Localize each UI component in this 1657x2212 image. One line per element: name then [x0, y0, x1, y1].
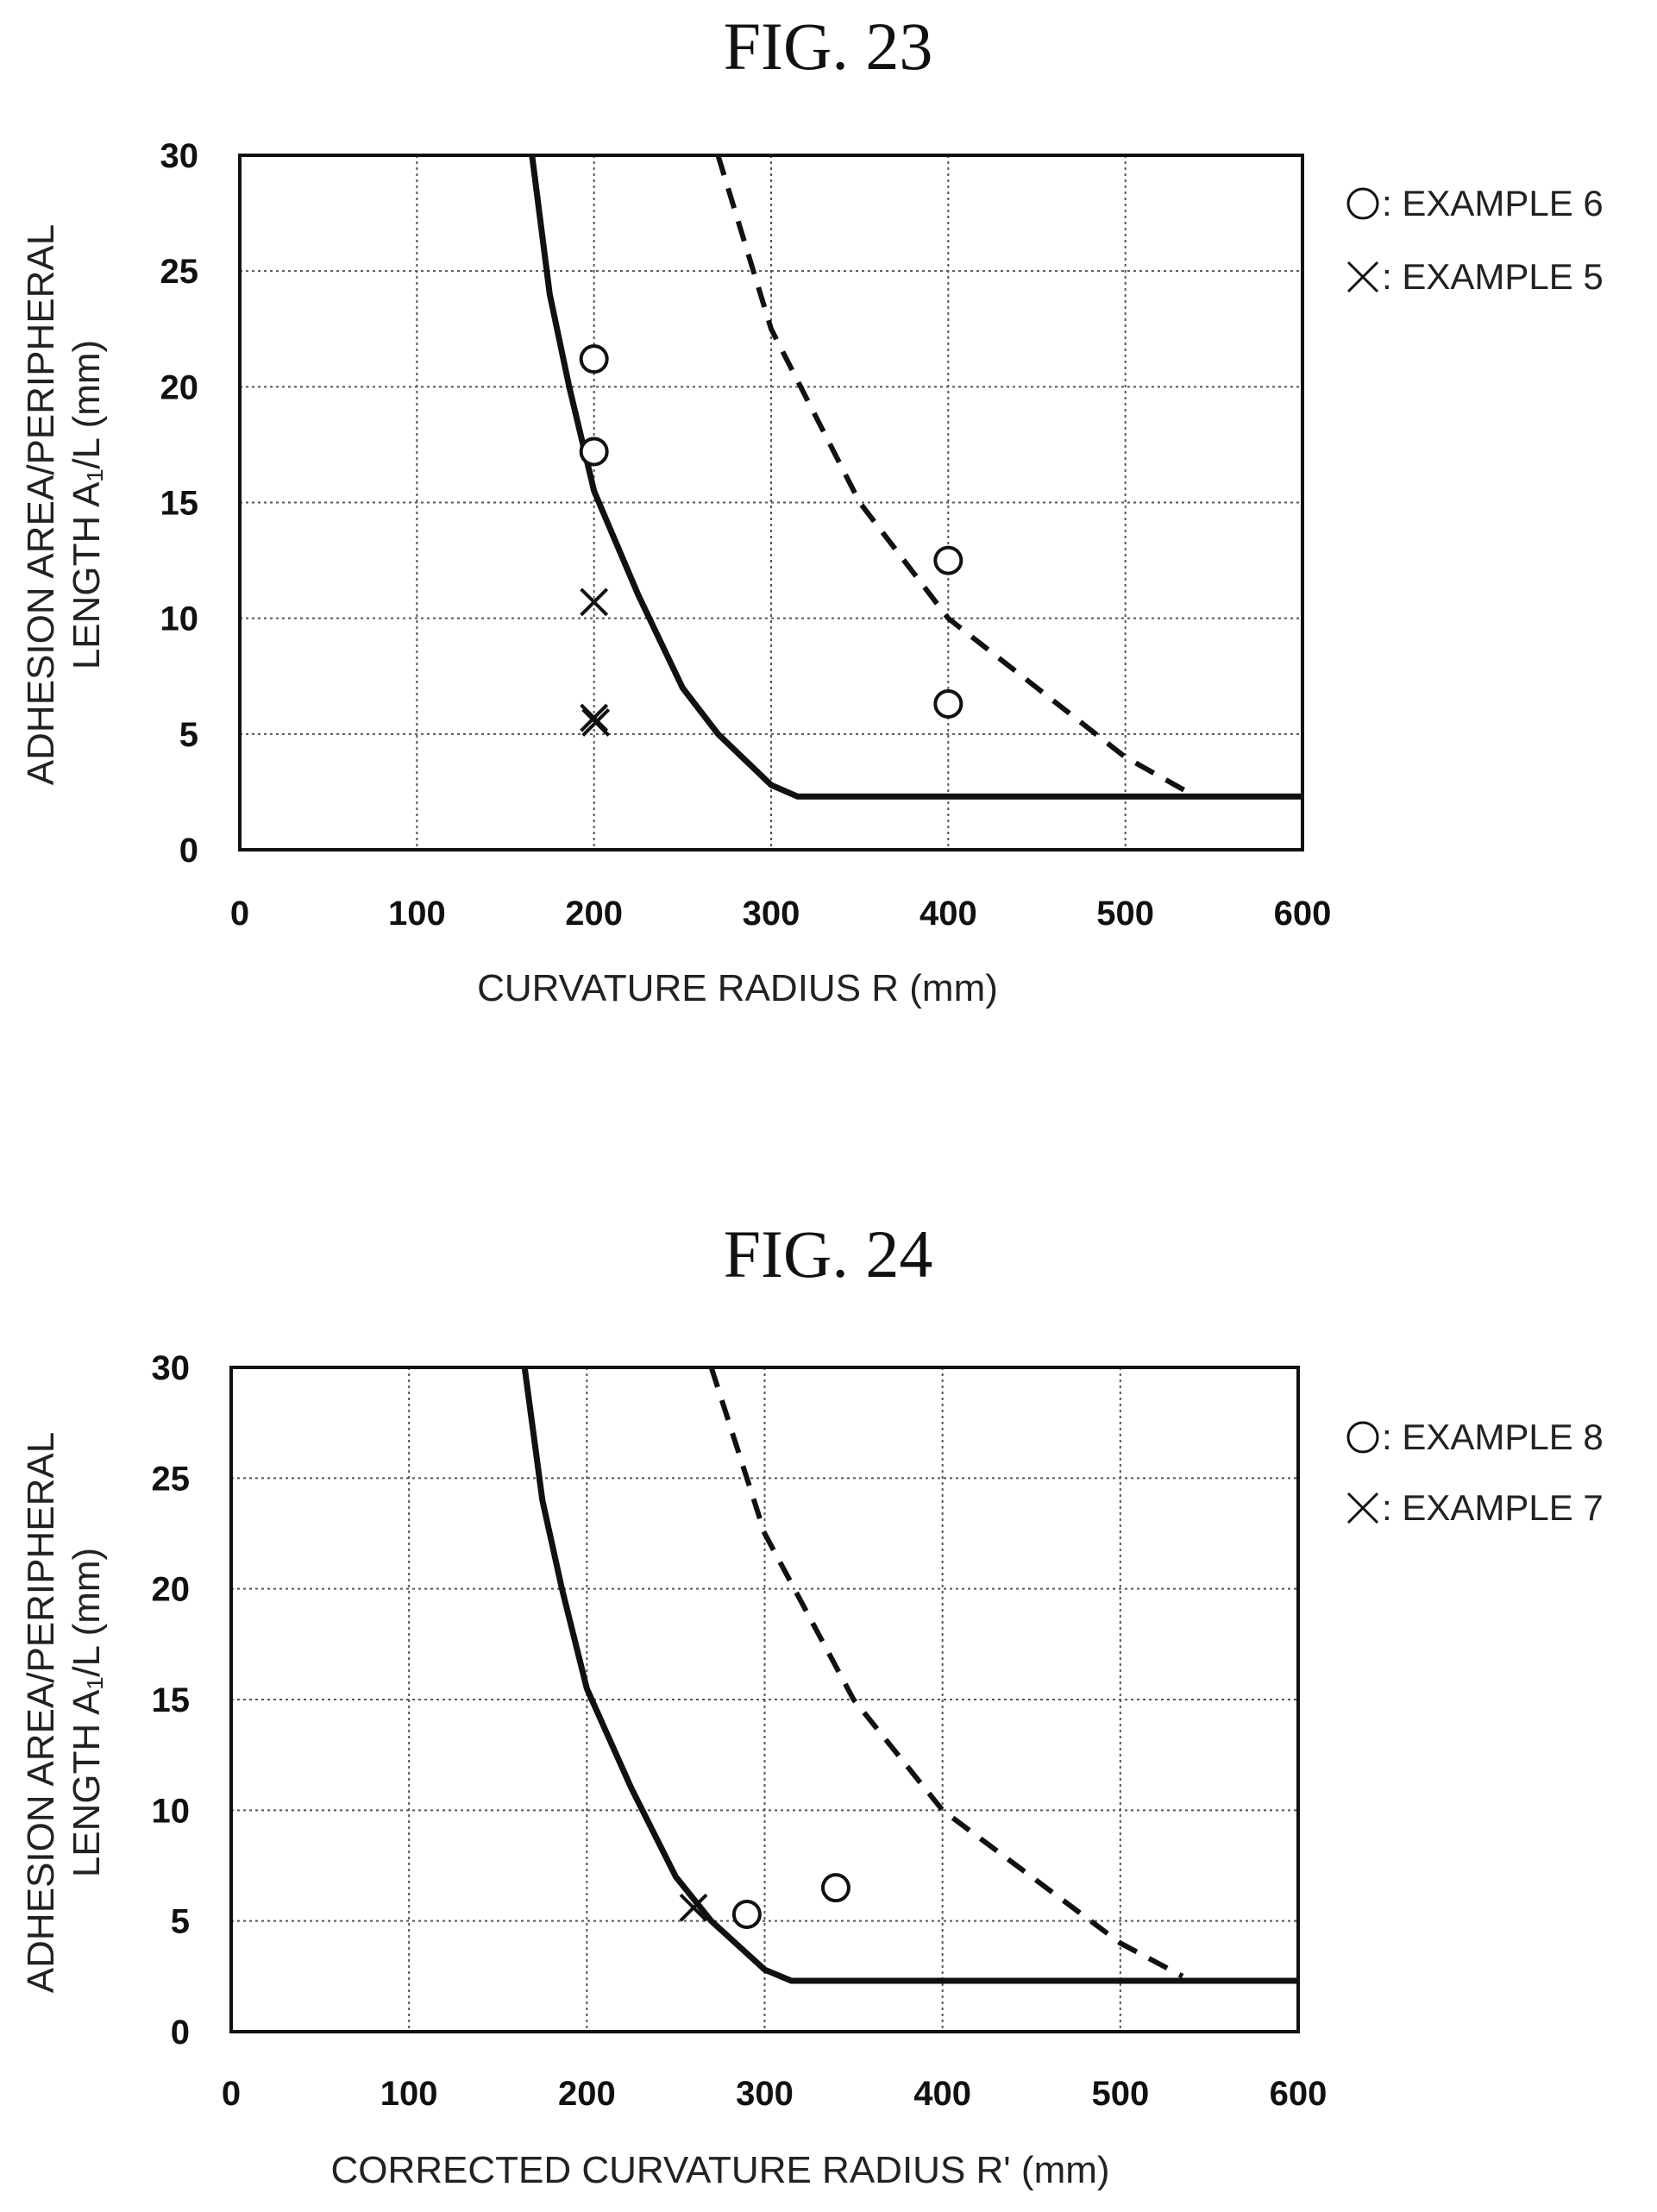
x-tick-label: 200 — [565, 895, 623, 933]
dashed-boundary-curve — [715, 154, 1189, 795]
y-tick-label: 30 — [160, 137, 199, 175]
data-point-circle — [731, 1899, 762, 1929]
x-tick-label: 0 — [230, 895, 249, 933]
y-axis-label-line1: ADHESION AREA/PERIPHERAL — [20, 224, 62, 785]
x-tick-label: 400 — [920, 895, 977, 933]
cross-stroke — [580, 703, 609, 732]
legend-entry: : EXAMPLE 7 — [1346, 1487, 1604, 1528]
x-tick-label: 300 — [743, 895, 800, 933]
chart-1: FIG. 23 0 100 200 300 400 500 600 0 5 10 15 20 25 30 CU… — [20, 9, 1604, 1009]
plot-area-frame — [238, 154, 1304, 851]
data-point-cross — [580, 703, 609, 732]
y-tick-label: 10 — [152, 1792, 191, 1830]
y-tick-label: 15 — [152, 1681, 191, 1719]
solid-boundary-curve — [521, 1367, 1298, 1984]
y-tick-label: 10 — [160, 600, 199, 638]
x-tick-label: 600 — [1274, 895, 1332, 933]
y-tick-label: 15 — [160, 485, 199, 523]
chart-2: FIG. 24 0 100 200 300 400 500 600 0 5 10 15 20 25 30 CO… — [20, 1216, 1604, 2191]
y-tick-label: 0 — [179, 832, 198, 870]
x-tick-label: 500 — [1096, 895, 1154, 933]
y-tick-label: 30 — [152, 1349, 191, 1387]
plot-area-frame — [229, 1366, 1300, 2033]
y-tick-label: 20 — [160, 368, 199, 406]
y-tick-label: 25 — [152, 1460, 191, 1498]
y-axis-label-line2: LENGTH A₁/L (mm) — [66, 1548, 108, 1877]
legend-entry: : EXAMPLE 8 — [1346, 1417, 1604, 1457]
legend-entry: : EXAMPLE 6 — [1346, 183, 1604, 223]
x-tick-label: 200 — [558, 2075, 616, 2113]
cross-stroke — [580, 588, 609, 617]
x-tick-label: 300 — [736, 2075, 794, 2113]
figure-title: FIG. 24 — [724, 1216, 933, 1291]
x-tick-label: 100 — [380, 2075, 438, 2113]
data-point-circle — [579, 344, 609, 374]
x-axis-label: CURVATURE RADIUS R (mm) — [477, 967, 998, 1009]
y-tick-label: 25 — [160, 253, 199, 291]
legend-label: : EXAMPLE 8 — [1382, 1417, 1604, 1457]
y-tick-label: 20 — [152, 1571, 191, 1609]
x-tick-label: 400 — [913, 2075, 971, 2113]
legend-cross-symbol — [1346, 261, 1379, 293]
x-tick-label: 100 — [388, 895, 446, 933]
x-axis-label: CORRECTED CURVATURE RADIUS R' (mm) — [330, 2149, 1109, 2191]
legend-label: : EXAMPLE 7 — [1382, 1487, 1604, 1528]
cross-stroke — [581, 708, 611, 737]
data-point-cross — [581, 708, 611, 737]
y-tick-label: 0 — [171, 2014, 190, 2052]
legend-label: : EXAMPLE 5 — [1382, 256, 1604, 297]
y-axis-label-line1: ADHESION AREA/PERIPHERAL — [20, 1432, 62, 1993]
y-tick-label: 5 — [171, 1903, 190, 1941]
legend-cross-symbol — [1346, 1492, 1379, 1524]
dashed-boundary-curve — [708, 1367, 1184, 1979]
x-tick-label: 500 — [1091, 2075, 1149, 2113]
data-point-cross — [679, 1893, 708, 1922]
data-point-circle — [933, 688, 963, 719]
legend-entry: : EXAMPLE 5 — [1346, 256, 1604, 297]
legend-circle-symbol — [1346, 1421, 1379, 1454]
legend-label: : EXAMPLE 6 — [1382, 183, 1604, 223]
data-point-circle — [820, 1873, 850, 1903]
y-tick-label: 5 — [179, 716, 198, 754]
x-tick-label: 600 — [1270, 2075, 1327, 2113]
data-point-circle — [579, 437, 609, 467]
data-point-circle — [933, 545, 963, 575]
solid-boundary-curve — [529, 154, 1302, 800]
figure-title: FIG. 23 — [724, 9, 933, 84]
y-axis-label-line2: LENGTH A₁/L (mm) — [66, 340, 108, 669]
x-tick-label: 0 — [222, 2075, 241, 2113]
legend-circle-symbol — [1346, 187, 1379, 220]
cross-stroke — [679, 1893, 708, 1922]
data-point-cross — [580, 588, 609, 617]
